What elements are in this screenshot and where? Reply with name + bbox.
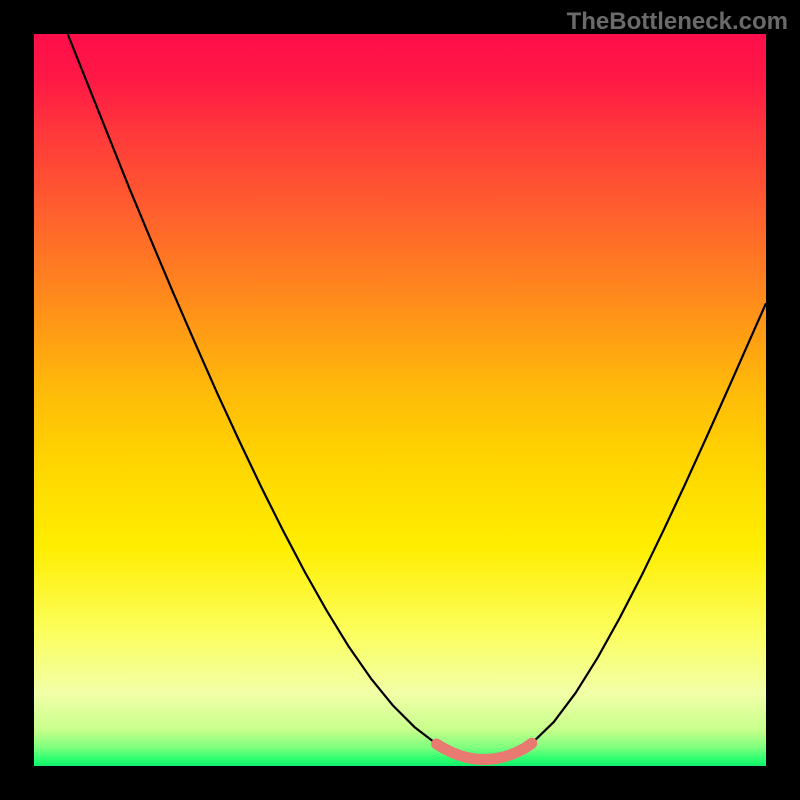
- bottleneck-chart: TheBottleneck.com: [0, 0, 800, 800]
- chart-svg: [0, 0, 800, 800]
- gradient-background: [34, 34, 766, 766]
- watermark-text: TheBottleneck.com: [567, 8, 788, 36]
